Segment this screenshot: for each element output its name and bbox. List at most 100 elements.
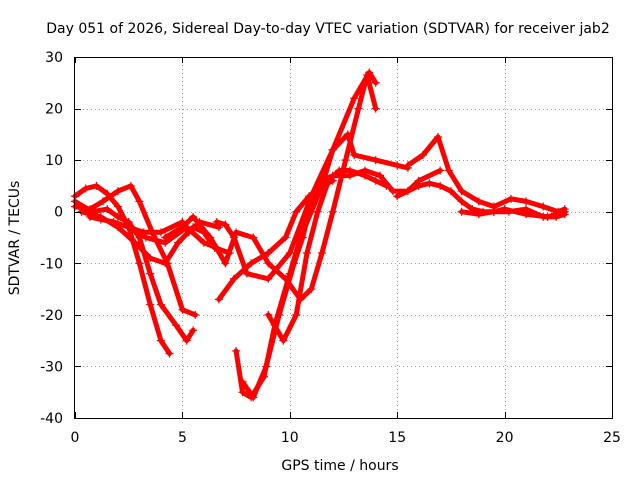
data-point <box>343 130 352 139</box>
data-point <box>86 212 95 221</box>
data-point <box>341 156 350 165</box>
data-point <box>191 310 200 319</box>
data-point <box>446 187 455 196</box>
data-point <box>360 171 369 180</box>
data-point <box>247 259 256 268</box>
data-point <box>328 145 337 154</box>
data-point <box>156 300 165 309</box>
data-point <box>474 197 483 206</box>
data-point <box>307 197 316 206</box>
data-point <box>457 197 466 206</box>
data-point <box>242 269 251 278</box>
data-point <box>165 349 174 358</box>
series-sat-f <box>86 212 223 237</box>
data-point <box>318 248 327 257</box>
data-point <box>403 187 412 196</box>
x-tick-label: 0 <box>71 430 80 446</box>
data-point <box>238 388 247 397</box>
chart-title: Day 051 of 2026, Sidereal Day-to-day VTE… <box>46 21 609 37</box>
data-point <box>285 248 294 257</box>
data-point <box>146 300 155 309</box>
y-axis-label: SDTVAR / TECUs <box>7 181 23 296</box>
data-point <box>103 205 112 214</box>
data-point <box>182 336 191 345</box>
data-point <box>212 218 221 227</box>
data-point <box>292 310 301 319</box>
data-point <box>109 218 118 227</box>
data-point <box>307 285 316 294</box>
series-sat-j <box>238 166 445 402</box>
data-point <box>161 233 170 242</box>
data-point <box>457 187 466 196</box>
plot-frame <box>74 57 613 419</box>
data-point <box>434 132 443 141</box>
data-point <box>171 321 180 330</box>
x-tick-label: 10 <box>281 430 299 446</box>
data-point <box>328 176 337 185</box>
data-point <box>522 205 531 214</box>
data-point <box>131 238 140 247</box>
data-point <box>139 228 148 237</box>
series-line <box>72 183 198 318</box>
data-point <box>178 223 187 232</box>
data-point <box>275 310 284 319</box>
data-point <box>113 212 122 221</box>
data-point <box>418 150 427 159</box>
data-point <box>474 210 483 219</box>
data-point <box>552 212 561 221</box>
data-point <box>522 197 531 206</box>
series-sat-n <box>403 132 569 216</box>
data-point <box>436 181 445 190</box>
y-tick-label: 0 <box>54 205 63 221</box>
x-tick-label: 15 <box>388 430 406 446</box>
series-layer <box>71 68 569 402</box>
data-point <box>262 362 271 371</box>
data-point <box>281 233 290 242</box>
data-point <box>135 197 144 206</box>
data-point <box>221 259 230 268</box>
data-point <box>560 210 569 219</box>
data-point <box>436 166 445 175</box>
data-point <box>318 181 327 190</box>
series-line <box>405 134 568 215</box>
series-line <box>72 198 196 344</box>
data-point <box>249 233 258 242</box>
data-point <box>504 207 513 216</box>
data-point <box>221 220 230 229</box>
data-point <box>335 166 344 175</box>
data-point <box>113 187 122 196</box>
data-point <box>354 104 363 113</box>
data-point <box>214 295 223 304</box>
data-point <box>96 215 105 224</box>
data-point <box>414 181 423 190</box>
data-point <box>206 233 215 242</box>
data-point <box>156 228 165 237</box>
data-point <box>141 233 150 242</box>
data-point <box>425 179 434 188</box>
data-point <box>126 181 135 190</box>
axis-layer: 0 5 10 15 20 25 30 20 10 0 -10 -20 -30 -40 <box>40 50 621 446</box>
x-tick-label: 25 <box>603 430 621 446</box>
data-point <box>98 197 107 206</box>
data-point <box>238 377 247 386</box>
data-point <box>161 259 170 268</box>
y-tick-label: -20 <box>40 308 63 324</box>
series-sat-l <box>214 176 337 304</box>
data-point <box>313 207 322 216</box>
data-point <box>507 194 516 203</box>
data-point <box>376 171 385 180</box>
y-tick-label: 30 <box>45 50 63 66</box>
data-point <box>113 202 122 211</box>
y-tick-label: -30 <box>40 359 63 375</box>
data-point <box>371 78 380 87</box>
data-point <box>302 248 311 257</box>
data-point <box>184 228 193 237</box>
data-point <box>232 346 241 355</box>
data-point <box>124 223 133 232</box>
data-point <box>305 192 314 201</box>
data-point <box>382 181 391 190</box>
data-point <box>81 184 90 193</box>
data-point <box>146 269 155 278</box>
series-sat-k <box>264 166 391 345</box>
